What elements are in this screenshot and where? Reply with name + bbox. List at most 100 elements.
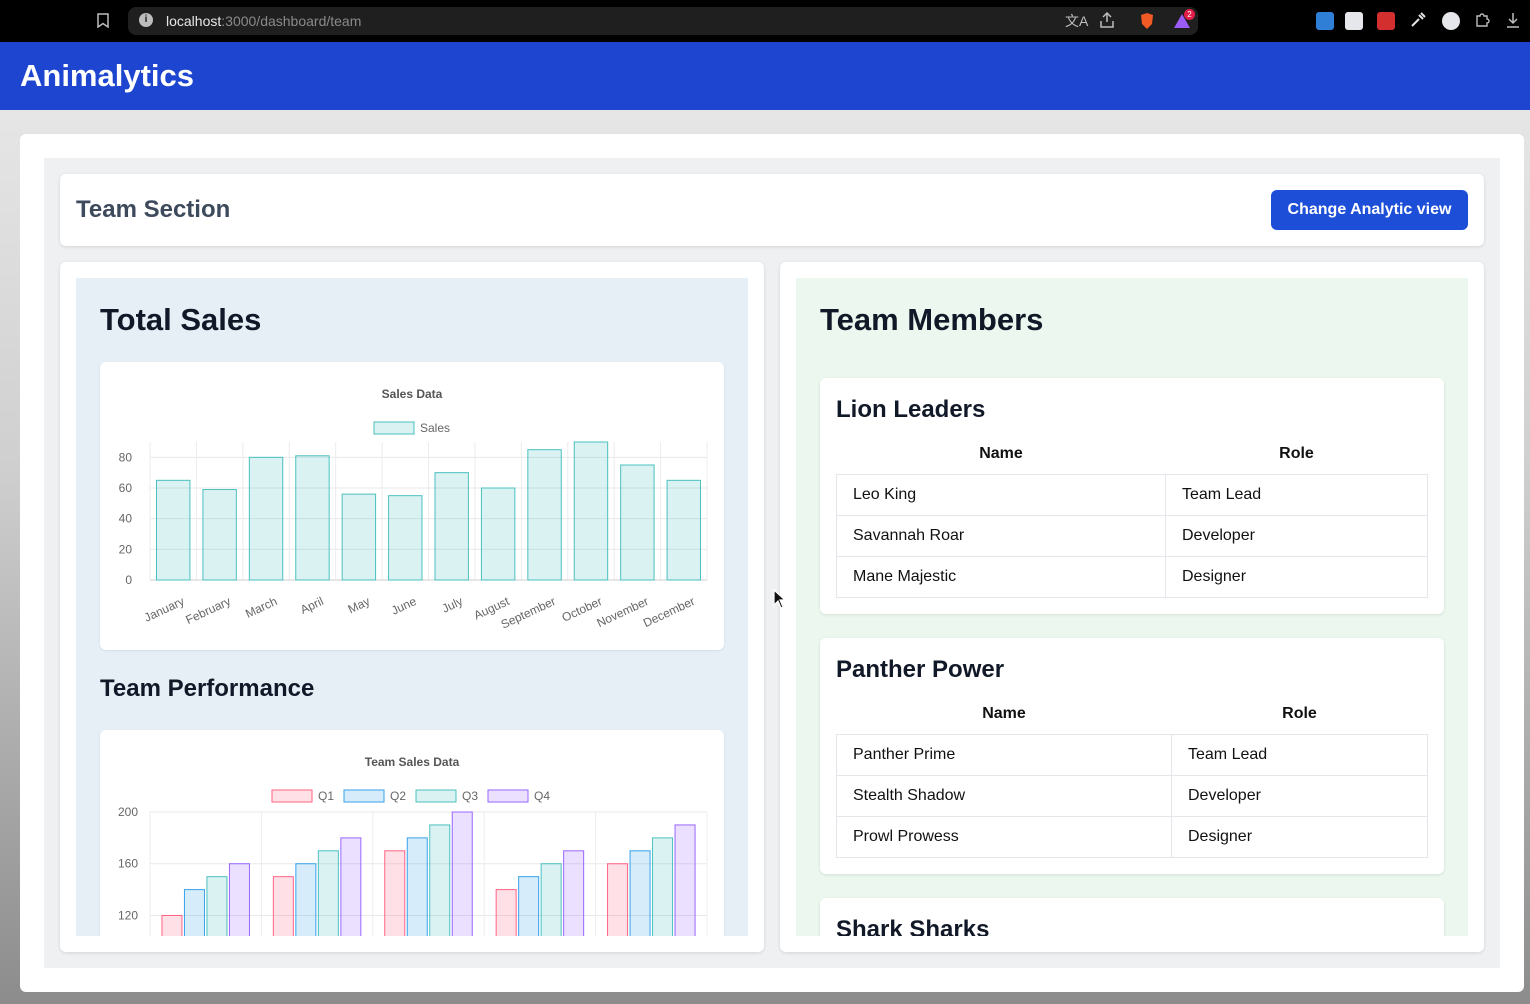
- legend-label: Q4: [534, 789, 550, 803]
- bar: [384, 850, 406, 936]
- extension-box-icon[interactable]: [1345, 12, 1363, 30]
- member-name: Leo King: [836, 473, 1166, 516]
- team-table: Name Role Panther Prime Team Lead Stealt…: [836, 694, 1428, 858]
- address-bar[interactable]: localhost:3000/dashboard/team: [128, 7, 1198, 35]
- bar: [295, 455, 330, 581]
- table-row: Leo King Team Lead: [836, 473, 1428, 516]
- column-header-role: Role: [1282, 704, 1317, 722]
- member-role: Developer: [1171, 774, 1428, 817]
- bar: [206, 876, 228, 936]
- bar: [228, 863, 250, 936]
- chart-title: Sales Data: [382, 387, 443, 401]
- bar: [629, 850, 651, 936]
- bar: [518, 876, 540, 936]
- column-header-name: Name: [982, 704, 1026, 722]
- team-name: Panther Power: [836, 656, 1005, 683]
- table-row: Stealth Shadow Developer: [836, 774, 1428, 817]
- team-name: Lion Leaders: [836, 396, 986, 423]
- analytics-scroll-clip: Team Sales DataQ1Q2Q3Q480120160200: [76, 278, 748, 936]
- bar: [317, 850, 339, 936]
- extension-password-icon[interactable]: [1442, 12, 1460, 30]
- legend-label: Q1: [318, 789, 334, 803]
- member-role: Developer: [1165, 514, 1428, 557]
- team-members-heading: Team Members: [820, 302, 1044, 337]
- team-table: Name Role Leo King Team Lead Savannah Ro…: [836, 434, 1428, 598]
- app-title[interactable]: Animalytics: [20, 58, 195, 93]
- member-role: Designer: [1165, 555, 1428, 598]
- notification-badge: 2: [1184, 9, 1195, 20]
- app-header: [0, 42, 1530, 110]
- team-name: Shark Sharks: [836, 916, 990, 936]
- column-header-name: Name: [979, 444, 1023, 462]
- y-tick-label: 60: [119, 481, 133, 495]
- bar: [161, 914, 183, 936]
- bar: [563, 850, 585, 936]
- column-header-role: Role: [1279, 444, 1314, 462]
- member-name: Prowl Prowess: [836, 815, 1172, 858]
- bar: [480, 487, 516, 581]
- change-analytic-view-button[interactable]: Change Analytic view: [1271, 190, 1468, 230]
- table-row: Prowl Prowess Designer: [836, 815, 1428, 858]
- legend-swatch: [271, 789, 313, 803]
- eyedropper-icon[interactable]: [1410, 12, 1426, 31]
- brave-rewards-icon[interactable]: [1173, 13, 1191, 32]
- brave-shield-icon[interactable]: [1139, 12, 1155, 33]
- section-title: Team Section: [76, 196, 231, 223]
- y-tick-label: 0: [125, 573, 132, 587]
- bar: [155, 479, 191, 581]
- site-info-icon[interactable]: i: [139, 13, 153, 27]
- browser-toolbar: localhost:3000/dashboard/team i 文A 2: [0, 0, 1530, 42]
- bar: [388, 495, 423, 581]
- member-role: Designer: [1171, 815, 1428, 858]
- extension-translate-icon[interactable]: [1316, 12, 1334, 30]
- extension-red-icon[interactable]: [1377, 12, 1395, 30]
- mouse-cursor-icon: [773, 589, 787, 609]
- table-row: Savannah Roar Developer: [836, 514, 1428, 557]
- bar: [540, 863, 562, 936]
- bookmark-icon[interactable]: [97, 13, 109, 31]
- legend-swatch: [487, 789, 529, 803]
- bar: [666, 479, 702, 581]
- y-tick-label: 20: [119, 542, 133, 556]
- legend-swatch: [343, 789, 385, 803]
- bar: [607, 863, 629, 936]
- bar: [495, 889, 517, 936]
- member-role: Team Lead: [1165, 473, 1428, 516]
- url-text[interactable]: localhost:3000/dashboard/team: [166, 13, 362, 29]
- total-sales-heading: Total Sales: [100, 302, 262, 337]
- table-row: Mane Majestic Designer: [836, 555, 1428, 598]
- bar: [652, 837, 674, 936]
- y-tick-label: 200: [118, 805, 138, 819]
- legend-swatch-sales: [373, 421, 415, 435]
- team-members-panel-body[interactable]: Team Members Lion Leaders Name Role Leo …: [796, 278, 1468, 936]
- bar: [202, 489, 237, 581]
- y-tick-label: 160: [118, 857, 138, 871]
- legend-label-sales: Sales: [420, 421, 450, 435]
- member-name: Savannah Roar: [836, 514, 1166, 557]
- bar: [451, 811, 473, 936]
- bar: [248, 456, 284, 581]
- download-icon[interactable]: [1506, 12, 1520, 31]
- translate-icon[interactable]: 文A: [1065, 13, 1089, 29]
- team-card-shark-sharks: Shark Sharks: [820, 898, 1444, 936]
- sales-chart-card: Sales Data Sales 0 20 40 60 80 January February M…: [100, 362, 724, 650]
- extensions-puzzle-icon[interactable]: [1474, 12, 1490, 31]
- bar: [527, 449, 562, 581]
- share-icon[interactable]: [1100, 11, 1114, 31]
- member-name: Mane Majestic: [836, 555, 1166, 598]
- member-name: Stealth Shadow: [836, 774, 1172, 817]
- member-role: Team Lead: [1171, 733, 1428, 776]
- chart-title: Team Sales Data: [365, 755, 460, 769]
- bar: [272, 876, 294, 936]
- y-tick-label: 80: [119, 450, 133, 464]
- y-tick-label: 40: [119, 512, 133, 526]
- bar: [429, 824, 451, 936]
- legend-label: Q2: [390, 789, 406, 803]
- team-sales-chart[interactable]: Team Sales DataQ1Q2Q3Q480120160200: [100, 730, 724, 936]
- bar: [674, 824, 696, 936]
- legend-swatch: [415, 789, 457, 803]
- team-card-lion-leaders: Lion Leaders Name Role Leo King Team Lea…: [820, 378, 1444, 614]
- table-row: Panther Prime Team Lead: [836, 733, 1428, 776]
- section-header: [60, 174, 1484, 246]
